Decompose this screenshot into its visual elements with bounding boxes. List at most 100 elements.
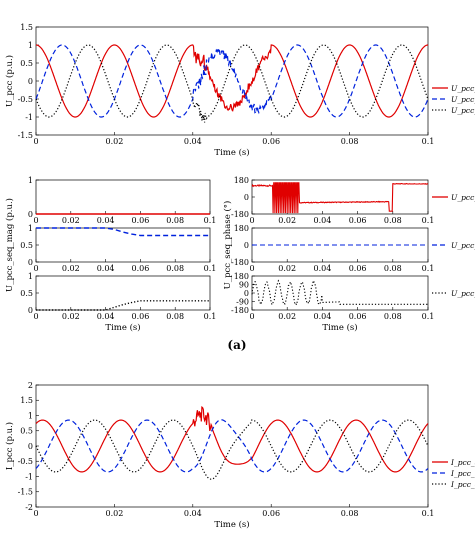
mag-panel-2-xtick: 0.02 xyxy=(62,312,80,321)
mag-panel-0-xtick: 0.06 xyxy=(131,216,149,225)
mag-panel-0-xtick: 0 xyxy=(33,216,38,225)
legend-entry: U_pcc_b xyxy=(451,95,475,104)
mag-panel-1-ytick: 0.5 xyxy=(20,241,33,250)
upcc-xtick: 0.02 xyxy=(105,137,123,146)
mag-panel-1-frame xyxy=(35,227,211,263)
mag-panel-0-ytick: 0 xyxy=(28,210,33,219)
upcc-series-1 xyxy=(35,44,429,118)
ipcc-xtick: 0.06 xyxy=(262,509,280,518)
ipcc-xtick: 0.08 xyxy=(341,509,359,518)
ipcc-xtick: 0.04 xyxy=(184,509,202,518)
phase-panel-1-ytick: -180 xyxy=(231,258,249,267)
upcc-ytick: -0.5 xyxy=(18,95,33,104)
phase-panel-1-xtick: 0.06 xyxy=(349,264,367,273)
ipcc-ytick: 2 xyxy=(28,381,33,390)
legend-entry: U_pcc_1 xyxy=(451,241,475,250)
mag-series-1 xyxy=(36,227,210,237)
mag-panel-2-ytick: 0.5 xyxy=(20,289,33,298)
mag-panel-1-xtick: 0.08 xyxy=(166,264,184,273)
phase-panel-0-ytick: 180 xyxy=(234,176,249,185)
phase-panel-2-ytick: -180 xyxy=(231,306,249,315)
upcc-xtick: 0.1 xyxy=(422,137,435,146)
mag-panel-2-xtick: 0 xyxy=(33,312,38,321)
phase-panel-2-ytick: -90 xyxy=(236,297,249,306)
mag-xlabel: Time (s) xyxy=(105,322,140,333)
mag-panel-2-frame xyxy=(35,275,211,311)
seq-mag-plot: 100 0.02 0.04 0.06 0.08 0.110.500 0.02 0.04 0.06… xyxy=(4,176,216,333)
upcc-series-2 xyxy=(35,44,429,123)
upcc-xlabel: Time (s) xyxy=(214,147,249,158)
mag-panel-1-xtick: 0.04 xyxy=(97,264,115,273)
ipcc-ytick: 1.5 xyxy=(20,396,33,405)
legend-entry: U_pcc_a xyxy=(451,84,475,93)
phase-panel-2-xtick: 0.02 xyxy=(278,312,296,321)
mag-panel-0-ytick: 1 xyxy=(28,176,33,185)
phase-xlabel: Time (s) xyxy=(322,322,357,333)
ipcc-series-1 xyxy=(35,419,429,473)
phase-panel-2-xtick: 0.08 xyxy=(384,312,402,321)
phase-panel-1-xtick: 0.02 xyxy=(278,264,296,273)
mag-panel-0-xtick: 0.04 xyxy=(97,216,115,225)
mag-series-2 xyxy=(36,300,210,311)
mag-panel-0-frame xyxy=(35,179,211,215)
upcc-ytick: -1.5 xyxy=(18,131,33,140)
upcc-ytick: -1 xyxy=(25,113,33,122)
mag-panel-2-xtick: 0.04 xyxy=(97,312,115,321)
mag-ylabel: U_pcc_seq_mag (p.u.) xyxy=(4,198,15,292)
mag-panel-2-xtick: 0.1 xyxy=(204,312,217,321)
upcc-ytick: 0 xyxy=(28,77,33,86)
mag-panel-2-xtick: 0.08 xyxy=(166,312,184,321)
phase-series-0 xyxy=(251,182,429,214)
ipcc-ytick: -0.5 xyxy=(18,457,33,466)
upcc-xtick: 0.06 xyxy=(262,137,280,146)
upcc-xtick: 0 xyxy=(33,137,38,146)
phase-panel-2-ytick: 180 xyxy=(234,272,249,281)
ipcc-ytick: 0 xyxy=(28,442,33,451)
phase-panel-1-xtick: 0.04 xyxy=(313,264,331,273)
phase-panel-2-ytick: 0 xyxy=(244,289,249,298)
caption-a: (a) xyxy=(227,338,246,352)
upcc-xtick: 0.08 xyxy=(341,137,359,146)
mag-panel-0-xtick: 0.02 xyxy=(62,216,80,225)
phase-panel-1-ytick: 0 xyxy=(244,241,249,250)
phase-panel-1-xtick: 0 xyxy=(249,264,254,273)
legend-entry: I_pcc_b xyxy=(450,469,475,478)
mag-panel-0-xtick: 0.1 xyxy=(204,216,217,225)
ipcc-ytick: -1.5 xyxy=(18,488,33,497)
ipcc-frame xyxy=(35,384,429,508)
upcc-ytick: 1 xyxy=(28,41,33,50)
ipcc-ytick: -2 xyxy=(25,503,33,512)
upcc-xtick: 0.04 xyxy=(184,137,202,146)
mag-panel-1-xtick: 0.1 xyxy=(204,264,217,273)
phase-panel-0-xtick: 0.06 xyxy=(349,216,367,225)
upcc-ytick: 0.5 xyxy=(20,59,33,68)
phase-panel-2-ytick: 90 xyxy=(239,280,249,289)
ipcc-xlabel: Time (s) xyxy=(214,519,249,530)
phase-ylabel: U_pcc_seq_phase (°) xyxy=(222,201,233,290)
ipcc-ytick: 1 xyxy=(28,411,33,420)
mag-panel-1-xtick: 0.02 xyxy=(62,264,80,273)
phase-panel-2-xtick: 0.1 xyxy=(422,312,435,321)
phase-panel-0-ytick: 0 xyxy=(244,193,249,202)
phase-panel-0-xtick: 0.1 xyxy=(422,216,435,225)
phase-panel-0-ytick: -180 xyxy=(231,210,249,219)
ipcc-plot: 21.510.50-0.5-1-1.5-20 0.02 0.04 0.06 0.08 0.… xyxy=(4,381,475,530)
ipcc-ytick: -1 xyxy=(25,472,33,481)
phase-panel-0-xtick: 0.08 xyxy=(384,216,402,225)
upcc-ytick: 1.5 xyxy=(20,23,33,32)
ipcc-ytick: 0.5 xyxy=(20,427,33,436)
phase-panel-1-xtick: 0.1 xyxy=(422,264,435,273)
mag-panel-2-xtick: 0.06 xyxy=(131,312,149,321)
mag-panel-1-xtick: 0.06 xyxy=(131,264,149,273)
legend-entry: I_pcc_a xyxy=(450,458,475,467)
ipcc-xtick: 0 xyxy=(33,509,38,518)
legend-entry: I_pcc_c xyxy=(450,480,475,489)
ipcc-series-2 xyxy=(35,419,429,480)
legend-entry: U_pcc_2 xyxy=(451,289,475,298)
mag-panel-1-ytick: 0 xyxy=(28,258,33,267)
phase-panel-0-xtick: 0.04 xyxy=(313,216,331,225)
upcc-ylabel: U_pcc (p.u.) xyxy=(4,55,15,107)
phase-panel-2-xtick: 0.06 xyxy=(349,312,367,321)
phase-panel-1-xtick: 0.08 xyxy=(384,264,402,273)
